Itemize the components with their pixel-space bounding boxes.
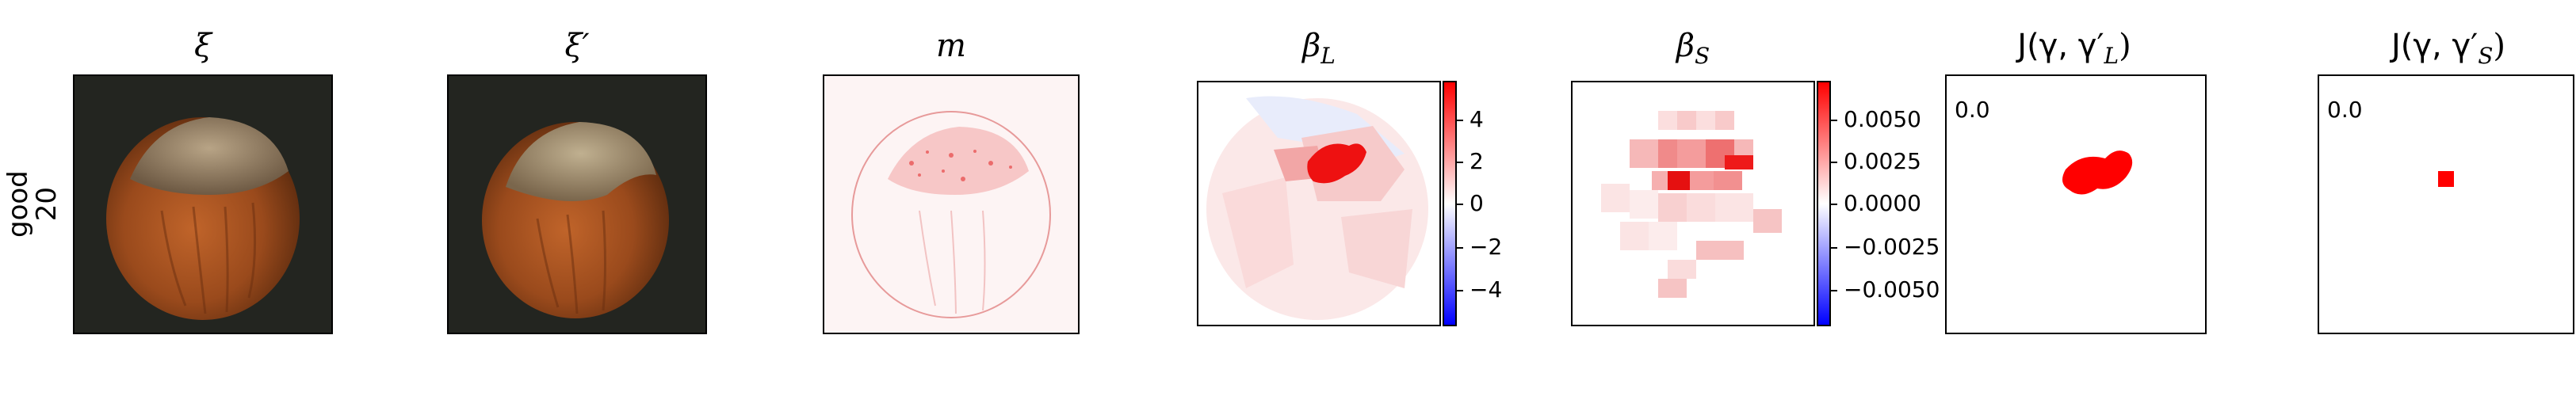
score-J-L: 0.0 bbox=[1955, 97, 1990, 123]
image-xi-prime bbox=[447, 74, 707, 334]
colorbar-S-tick-3: 0.0000 bbox=[1844, 190, 1921, 216]
panel-title-m: m bbox=[936, 28, 966, 64]
colorbar-L bbox=[1443, 81, 1457, 326]
colorbar-S-tick-5: −0.0050 bbox=[1844, 276, 1940, 303]
panel-title-xi-prime: ξ′ bbox=[564, 28, 590, 64]
image-beta-S bbox=[1571, 81, 1815, 326]
image-xi bbox=[73, 74, 333, 334]
panel-title-J-S: J(γ, γ′S) bbox=[2391, 28, 2506, 69]
row-label-class: good bbox=[2, 170, 34, 238]
panel-title-beta-L: βL bbox=[1302, 28, 1336, 69]
image-beta-L bbox=[1197, 81, 1441, 326]
image-m bbox=[823, 74, 1080, 334]
panel-title-beta-S: βS bbox=[1676, 28, 1710, 69]
row-label: good 20 bbox=[2, 170, 63, 238]
panel-title-xi: ξ bbox=[193, 28, 212, 64]
colorbar-S-tick-4: −0.0025 bbox=[1844, 234, 1940, 260]
image-J-S: 0.0 bbox=[2318, 74, 2574, 334]
colorbar-S bbox=[1817, 81, 1831, 326]
colorbar-S-tick-2: 0.0025 bbox=[1844, 148, 1921, 174]
panel-title-J-L: J(γ, γ′L) bbox=[2017, 28, 2131, 69]
colorbar-L-tick-4: −2 bbox=[1470, 234, 1503, 260]
colorbar-L-tick-5: −4 bbox=[1470, 276, 1503, 303]
row-label-index: 20 bbox=[30, 186, 63, 222]
colorbar-L-tick-2: 2 bbox=[1470, 148, 1484, 174]
colorbar-L-tick-1: 4 bbox=[1470, 106, 1484, 132]
colorbar-L-tick-3: 0 bbox=[1470, 190, 1484, 216]
colorbar-S-tick-1: 0.0050 bbox=[1844, 106, 1921, 132]
image-J-L: 0.0 bbox=[1945, 74, 2207, 334]
score-J-S: 0.0 bbox=[2327, 97, 2363, 123]
